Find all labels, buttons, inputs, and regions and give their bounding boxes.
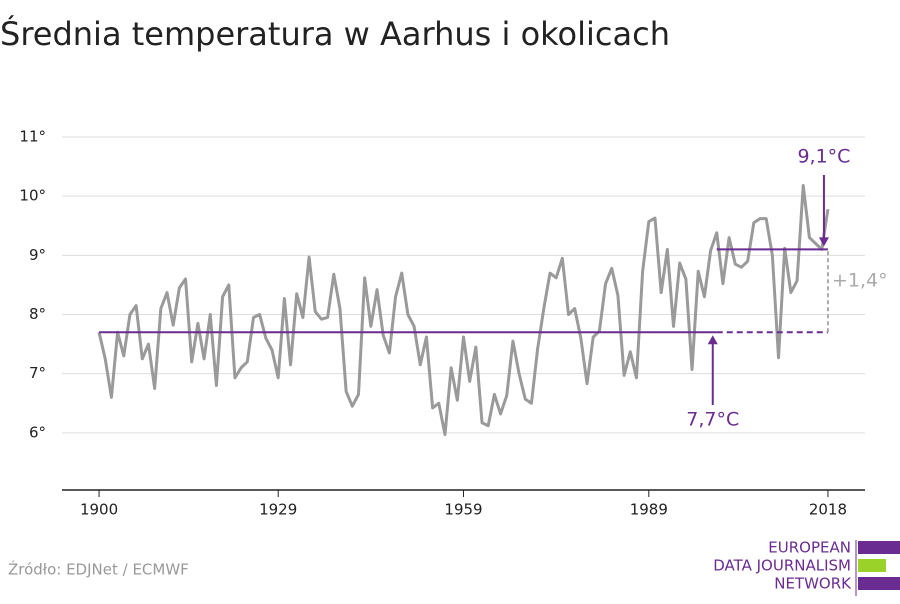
arrow-head [818, 237, 829, 247]
x-tick-label: 1959 [444, 501, 482, 519]
source: Źródło: EDJNet / ECMWF [8, 560, 189, 579]
logo-text: EUROPEAN [768, 539, 851, 557]
y-tick-label: 8° [29, 305, 46, 323]
annotation: 7,7°C [686, 409, 739, 431]
x-tick-label: 1900 [80, 501, 118, 519]
arrow-head [707, 335, 718, 345]
y-tick-label: 11° [19, 128, 46, 146]
annotation: 9,1°C [797, 146, 850, 168]
line-series [97, 184, 830, 437]
y-tick-label: 6° [29, 423, 46, 441]
y-tick-label: 10° [19, 187, 46, 205]
logo-bar [858, 559, 886, 572]
logo-text: NETWORK [774, 575, 852, 593]
chart-title: Średnia temperatura w Aarhus i okolicach [0, 14, 670, 53]
y-tick-label: 9° [29, 246, 46, 264]
difference-label: +1,4° [832, 269, 888, 291]
logo-bar [858, 541, 900, 554]
x-tick-label: 1929 [259, 501, 297, 519]
logo-text: DATA JOURNALISM [713, 557, 851, 575]
logo-bar [858, 577, 900, 590]
y-tick-label: 7° [29, 364, 46, 382]
x-tick-label: 1989 [630, 501, 668, 519]
x-tick-label: 2018 [809, 501, 847, 519]
